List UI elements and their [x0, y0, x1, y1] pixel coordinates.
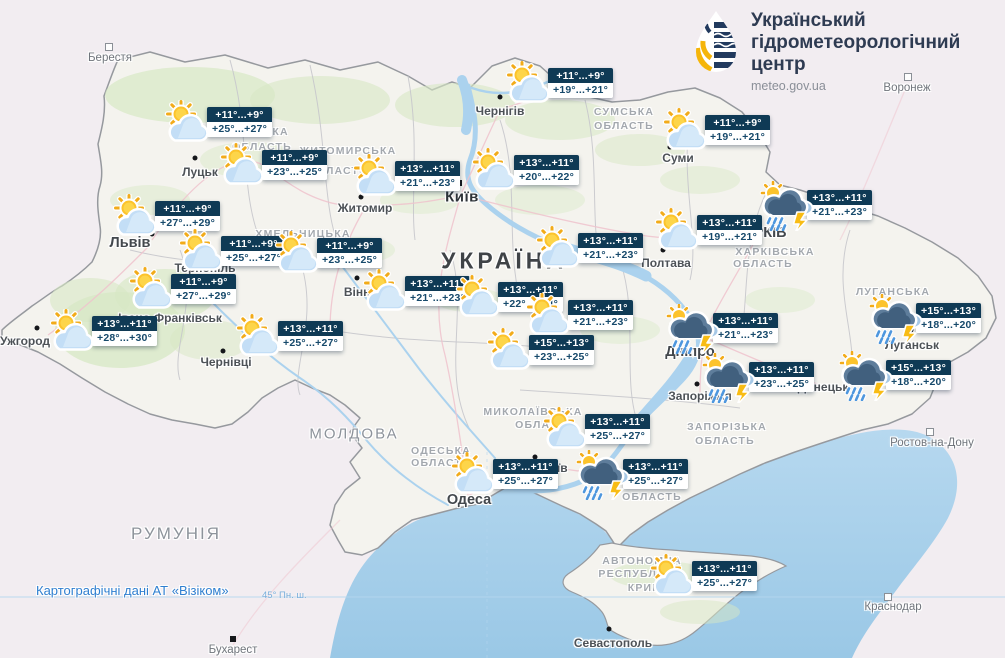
logo-title-line3: центр	[751, 54, 806, 75]
latitude-45-label: 45° Пн. ш.	[262, 590, 307, 601]
water-drop-icon	[696, 11, 736, 72]
logo-title-line2: гідрометеорологічний	[751, 32, 961, 53]
logo-url: meteo.gov.ua	[751, 79, 826, 93]
hydromet-logo: Український гідрометеорологічний центр m…	[695, 10, 960, 93]
logo-title-line1: Український	[751, 10, 866, 31]
graticule-lines	[0, 452, 1005, 658]
map-attribution[interactable]: Картографічні дані АТ «Візіком»	[36, 583, 229, 598]
